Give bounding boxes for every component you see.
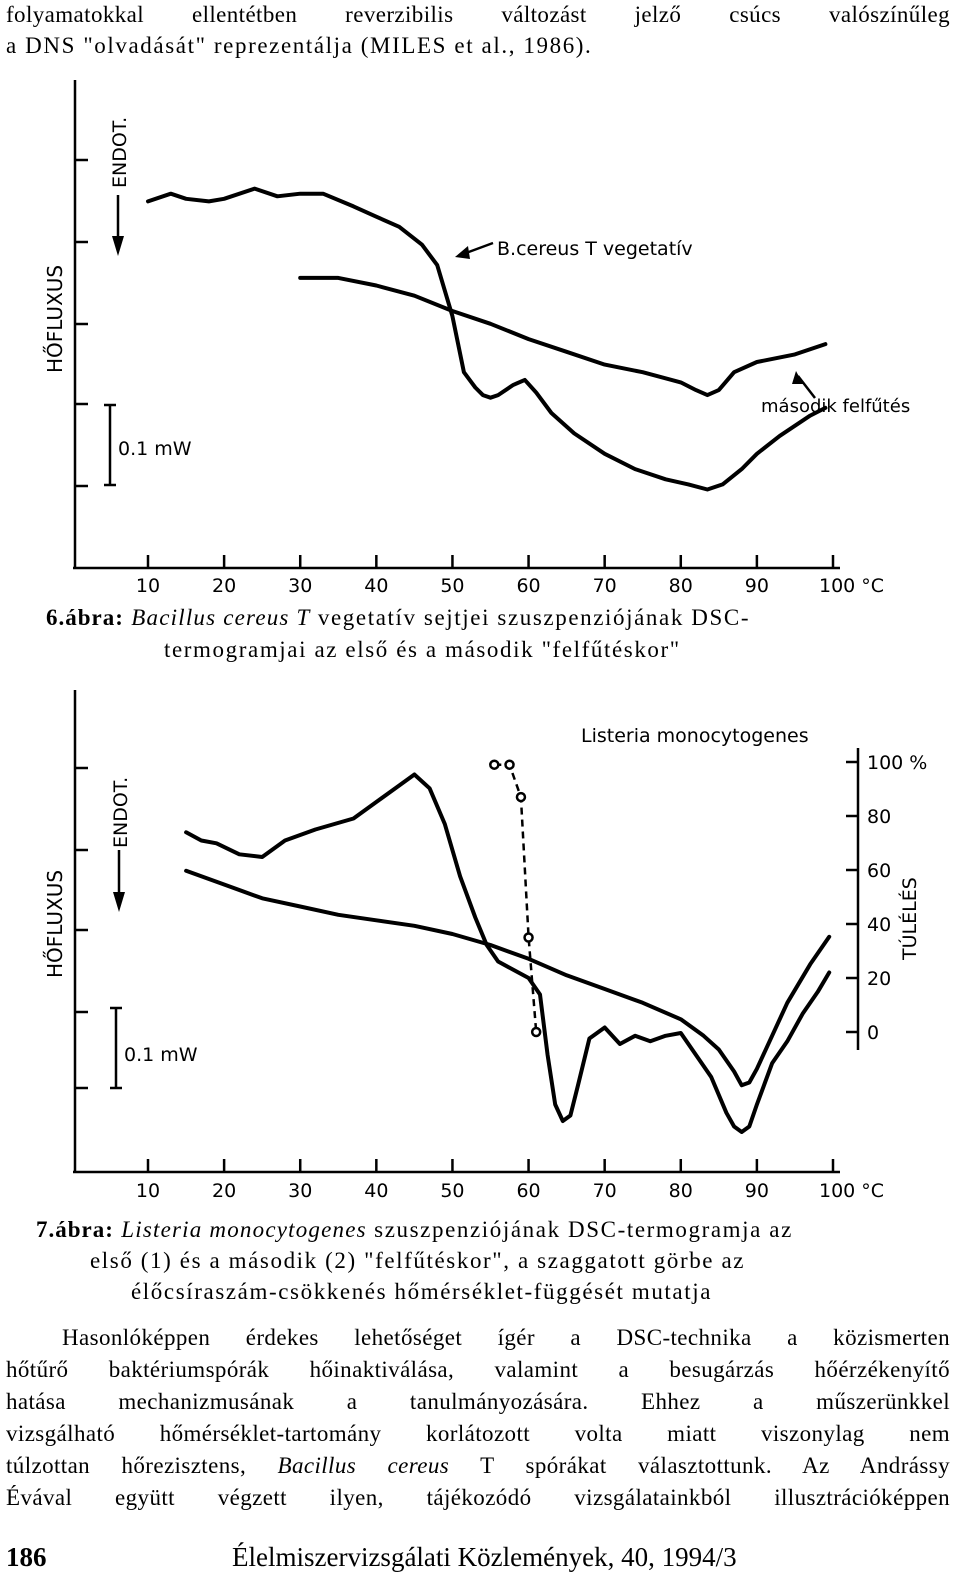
- x-tick-label: 20: [212, 1180, 236, 1202]
- text-line: a DNS "olvadását" reprezentálja (MILES e…: [6, 33, 593, 58]
- right-tick-label: 60: [867, 860, 891, 882]
- survival-point: [523, 932, 534, 943]
- x-tick-label: 10: [136, 575, 160, 597]
- series-line-1: [146, 186, 828, 492]
- survival-point: [489, 759, 500, 770]
- text-line: vizsgálható hőmérséklet-tartomány korlát…: [6, 1421, 950, 1446]
- x-tick-label: 80: [669, 1180, 693, 1202]
- x-tick-label: 50: [440, 575, 464, 597]
- scale-bar-label: 0.1 mW: [118, 438, 192, 460]
- x-tick-label: 50: [440, 1180, 464, 1202]
- x-tick-label: 60: [516, 1180, 540, 1202]
- text-line: folyamatokkal ellentétben reverzibilis v…: [6, 2, 950, 27]
- x-tick-label: 60: [516, 575, 540, 597]
- right-tick-label: 100 %: [867, 752, 927, 774]
- series-line-2: [298, 275, 828, 398]
- x-tick-label: 40: [364, 1180, 388, 1202]
- series-line-1: [184, 772, 832, 1134]
- right-tick-label: 40: [867, 914, 891, 936]
- x-tick-label: 20: [212, 575, 236, 597]
- text-line: túlzottan hőrezisztens, Bacillus cereus …: [6, 1453, 950, 1478]
- arrow-down-icon: [112, 236, 124, 256]
- survival-point: [504, 759, 515, 770]
- scale-bar-label: 0.1 mW: [124, 1044, 198, 1066]
- x-tick-label: 90: [745, 1180, 769, 1202]
- y-axis-label: HŐFLUXUS: [43, 870, 67, 978]
- figure-caption-line: élőcsíraszám-csökkenés hőmérséklet-függé…: [131, 1279, 713, 1304]
- x-tick-label: 70: [593, 575, 617, 597]
- endo-label: ENDOT.: [109, 117, 131, 188]
- series-line-2: [184, 868, 832, 1088]
- curve-label: B.cereus T vegetatív: [497, 238, 693, 260]
- figure-caption: 7.ábra: Listeria monocytogenes szuszpenz…: [36, 1217, 793, 1242]
- x-tick-label: 80: [669, 575, 693, 597]
- text-line: Hasonlóképpen érdekes lehetőséget ígér a…: [62, 1325, 950, 1350]
- x-tick-label: 100 °C: [819, 1180, 884, 1202]
- survival-point: [530, 1026, 542, 1038]
- y-axis-label: HŐFLUXUS: [43, 265, 67, 373]
- survival-point: [515, 791, 527, 803]
- page-number: 186: [6, 1542, 47, 1572]
- text-line: hatása mechanizmusának a tanulmányozásár…: [6, 1389, 950, 1414]
- arrow-icon: [455, 246, 470, 259]
- figure-caption-line: termogramjai az első és a második "felfű…: [164, 637, 681, 662]
- survival-dashed-line: [494, 763, 538, 1033]
- x-tick-label: 70: [593, 1180, 617, 1202]
- x-tick-label: 30: [288, 1180, 312, 1202]
- figure-caption-line: első (1) és a második (2) "felfűtéskor",…: [90, 1248, 746, 1273]
- chart-title: Listeria monocytogenes: [581, 725, 809, 747]
- x-tick-label: 100 °C: [819, 575, 884, 597]
- endo-label: ENDOT.: [110, 777, 132, 848]
- figure-6-chart: 10 20 30 40 50 60 70 80 90 100 °C HŐFLUXUS ENDOT.…: [43, 80, 910, 597]
- text-line: hőtűrő baktériumspórák hőinaktiválása, v…: [6, 1357, 950, 1382]
- curve-label: második felfűtés: [761, 396, 910, 417]
- right-axis-label: TÚLÉLÉS: [897, 877, 921, 961]
- right-tick-label: 20: [867, 968, 891, 990]
- figure-caption: 6.ábra: Bacillus cereus T vegetatív sejt…: [46, 605, 751, 630]
- right-tick-label: 0: [867, 1022, 879, 1044]
- x-tick-label: 40: [364, 575, 388, 597]
- right-tick-label: 80: [867, 806, 891, 828]
- arrow-icon: [792, 371, 803, 384]
- x-tick-label: 10: [136, 1180, 160, 1202]
- x-tick-label: 30: [288, 575, 312, 597]
- x-tick-label: 90: [745, 575, 769, 597]
- text-line: Évával együtt végzett ilyen, tájékozódó …: [6, 1485, 950, 1510]
- arrow-down-icon: [113, 892, 125, 912]
- journal-reference: Élelmiszervizsgálati Közlemények, 40, 19…: [232, 1542, 737, 1572]
